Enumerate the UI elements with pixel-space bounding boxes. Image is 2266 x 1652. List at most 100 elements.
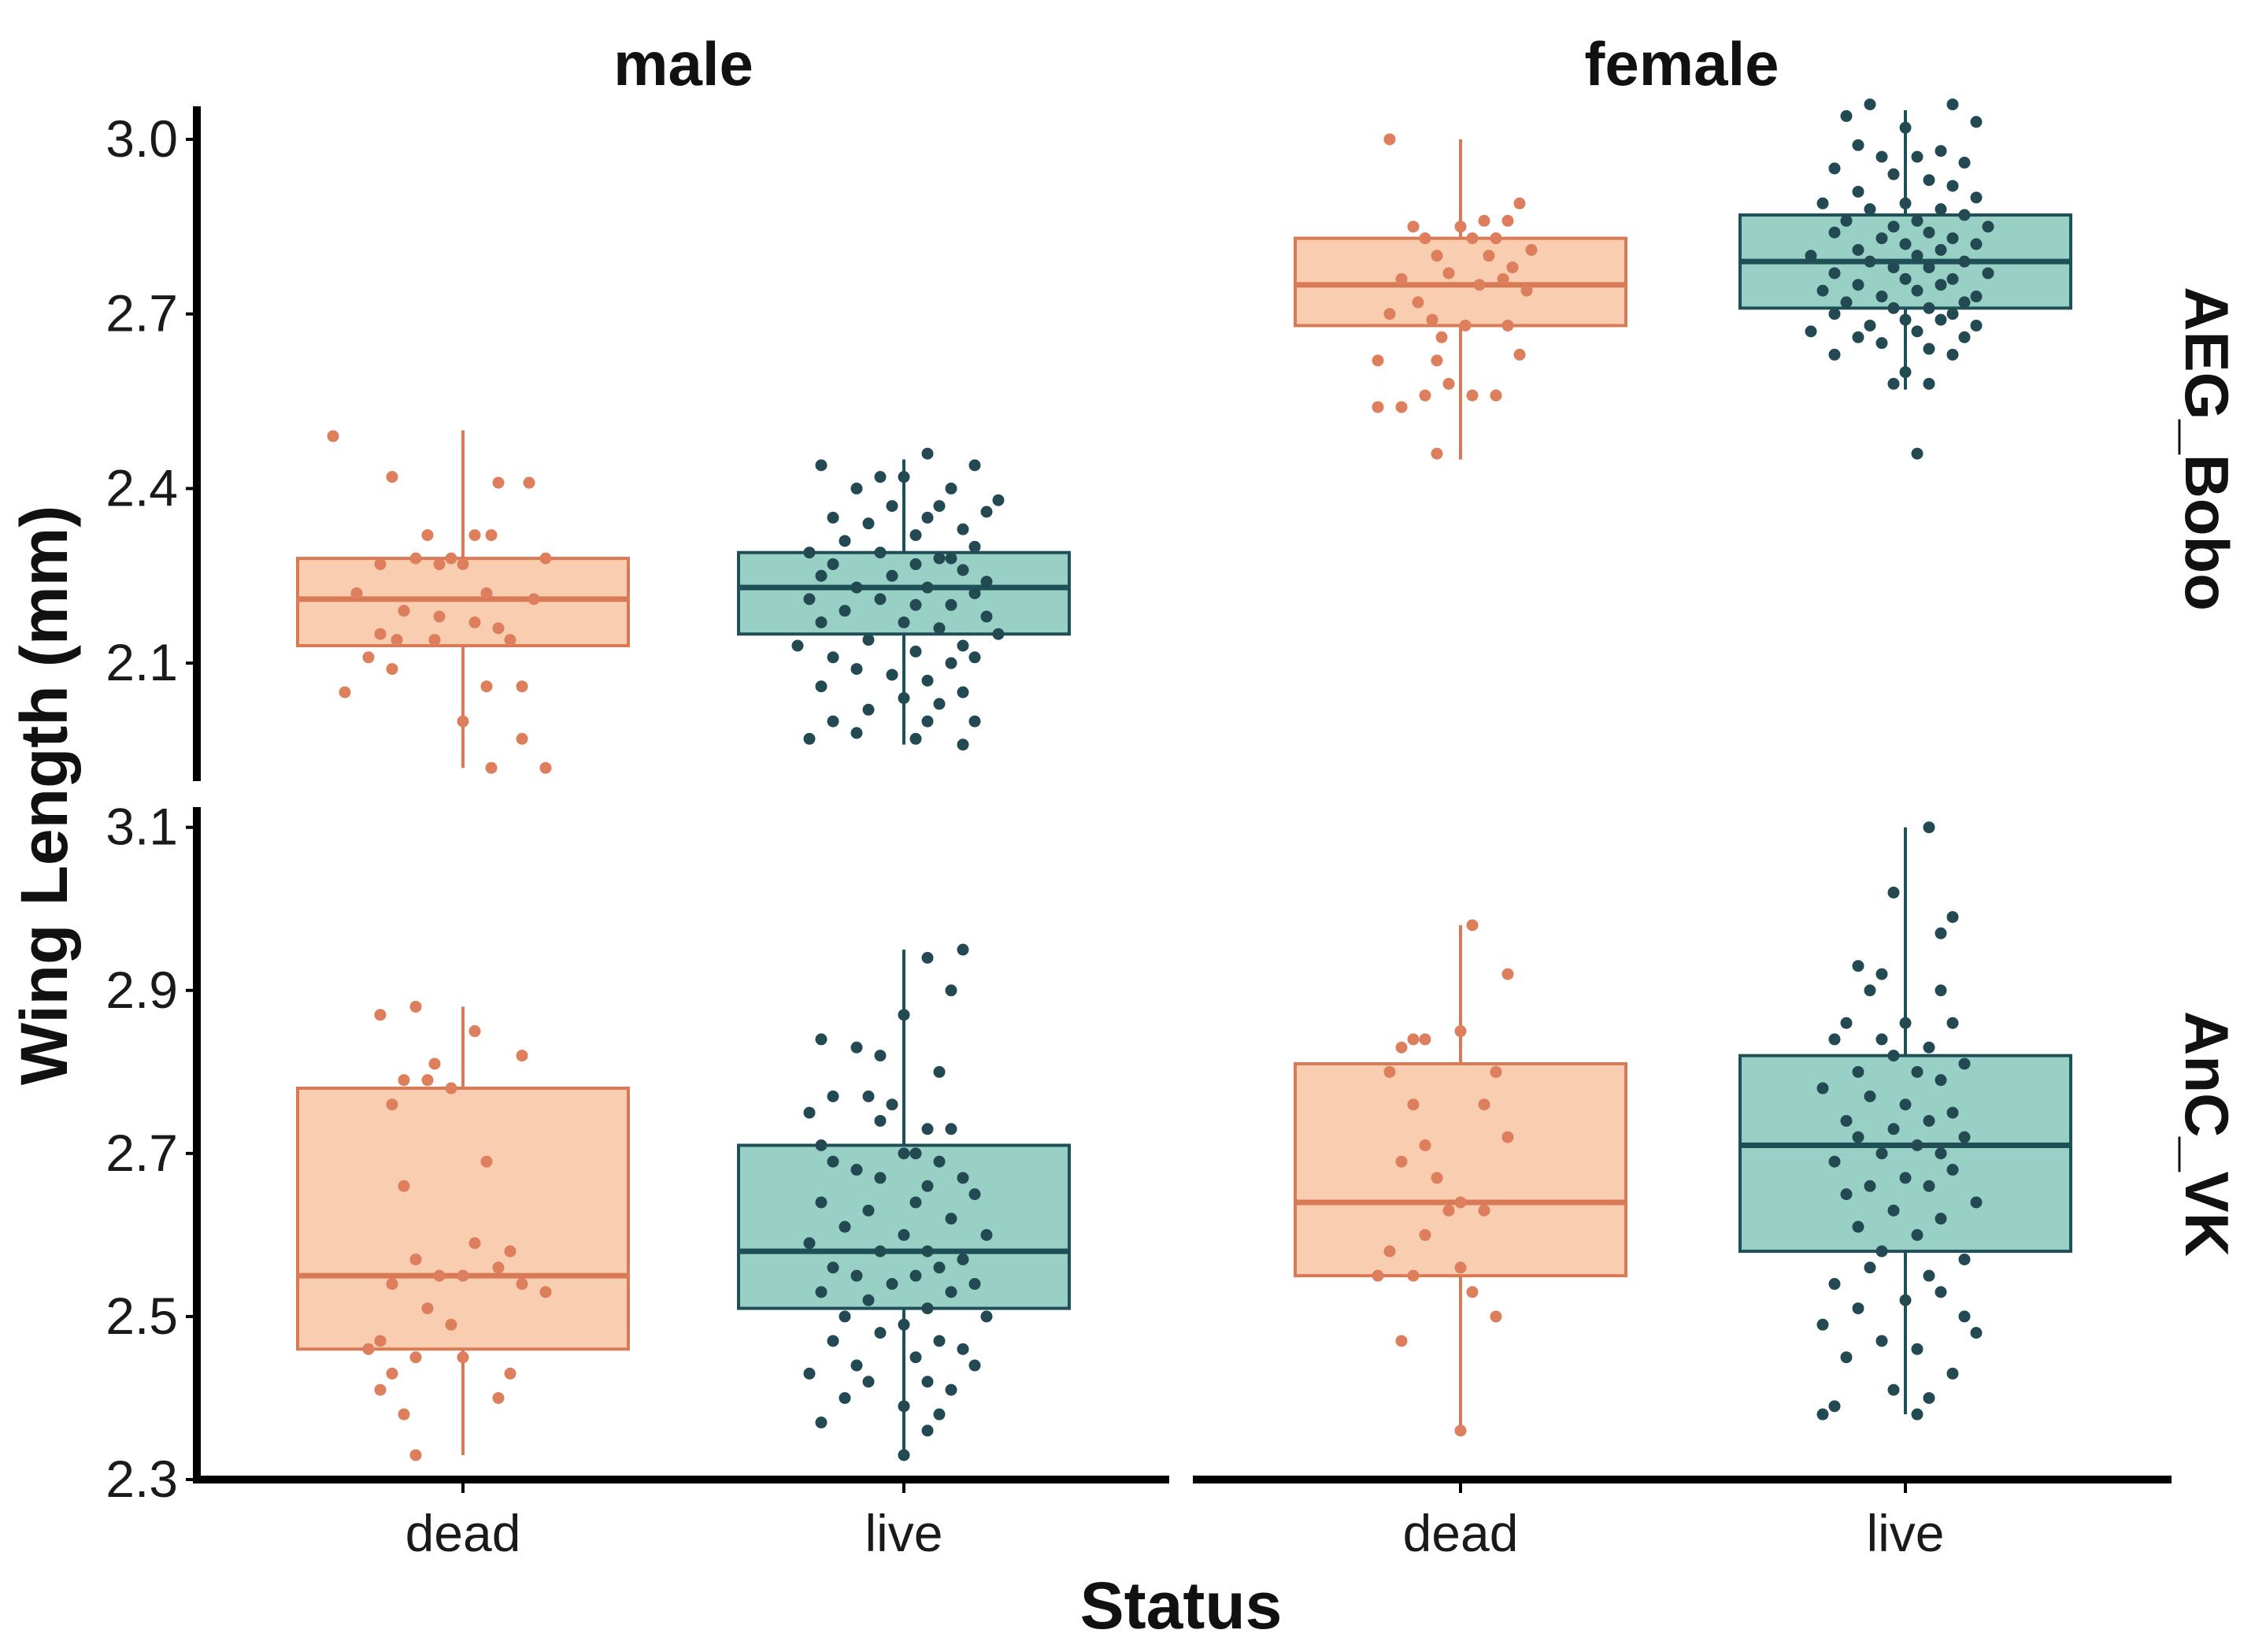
data-point <box>362 1343 375 1355</box>
data-point <box>1946 308 1959 320</box>
data-point <box>909 645 922 657</box>
data-point <box>1864 1090 1876 1102</box>
data-point <box>1501 319 1514 332</box>
data-point <box>327 430 339 443</box>
data-point <box>803 1106 816 1119</box>
data-point <box>933 622 946 635</box>
data-point <box>350 587 363 599</box>
data-point <box>1970 191 1983 204</box>
data-point <box>1419 1033 1431 1046</box>
data-point <box>374 1335 387 1347</box>
data-point <box>1875 1033 1888 1046</box>
y-axis-title: Wing Length (mm) <box>7 506 81 1085</box>
data-point <box>433 610 446 623</box>
box-group-AnC_VK-female-dead <box>1294 919 1627 1437</box>
data-point <box>1899 1098 1912 1111</box>
data-point <box>468 1025 481 1038</box>
data-point <box>1887 261 1900 274</box>
data-point <box>886 500 898 513</box>
data-point <box>827 1155 839 1168</box>
data-point <box>850 482 863 494</box>
data-point <box>445 552 457 565</box>
data-point <box>492 476 505 489</box>
data-point <box>850 1359 863 1372</box>
data-point <box>1383 1245 1396 1258</box>
data-point <box>480 587 493 599</box>
data-point <box>968 1359 981 1372</box>
data-point <box>1395 401 1408 413</box>
data-point <box>1935 1286 1947 1298</box>
data-point <box>1501 968 1514 980</box>
data-point <box>933 1408 946 1420</box>
data-point <box>1887 1383 1900 1396</box>
data-point <box>362 651 375 664</box>
data-point <box>957 1253 969 1265</box>
data-point <box>1923 1391 1935 1404</box>
data-point <box>1431 447 1443 460</box>
data-point <box>1958 296 1971 309</box>
data-point <box>898 1400 910 1413</box>
data-point <box>386 1278 398 1291</box>
data-point <box>839 1310 851 1323</box>
data-point <box>1970 116 1983 128</box>
data-point <box>1497 272 1509 285</box>
data-point <box>933 500 946 513</box>
data-point <box>1935 145 1947 157</box>
data-point <box>1852 139 1864 151</box>
data-point <box>1852 1131 1864 1143</box>
data-point <box>839 535 851 547</box>
x-tick-label-male-dead: dead <box>405 1504 521 1562</box>
data-point <box>1419 1139 1431 1151</box>
data-point <box>921 951 934 964</box>
data-point <box>803 593 816 606</box>
data-point <box>1946 272 1959 285</box>
data-point <box>921 715 934 728</box>
data-point <box>409 1253 422 1265</box>
data-point <box>1970 1196 1983 1209</box>
y-tick-label-AnC_VK-4: 3.1 <box>106 798 178 856</box>
data-point <box>1478 214 1490 227</box>
data-point <box>1840 109 1853 122</box>
data-point <box>886 1278 898 1291</box>
data-point <box>992 628 1005 640</box>
data-point <box>398 605 410 617</box>
x-tick-label-male-live: live <box>865 1504 942 1562</box>
data-point <box>1899 272 1912 285</box>
data-point <box>1899 1017 1912 1029</box>
data-point <box>862 634 875 646</box>
facet-label-male: male <box>613 29 753 98</box>
data-point <box>1911 1065 1924 1078</box>
data-point <box>862 517 875 530</box>
y-tick-label-AnC_VK-3: 2.9 <box>106 961 178 1019</box>
data-point <box>1407 1033 1420 1046</box>
data-point <box>1946 180 1959 192</box>
data-point <box>803 1367 816 1380</box>
data-point <box>1875 337 1888 350</box>
box-group-AEG_Bobo-male-live <box>737 447 1071 751</box>
data-point <box>1970 291 1983 303</box>
data-point <box>945 598 957 611</box>
y-tick-label-AnC_VK-0: 2.3 <box>106 1450 178 1508</box>
data-point <box>1887 1204 1900 1217</box>
data-point <box>1828 1033 1841 1046</box>
data-point <box>945 984 957 997</box>
data-point <box>909 1351 922 1364</box>
data-point <box>850 663 863 676</box>
data-point <box>898 471 910 483</box>
data-point <box>1982 220 1994 233</box>
data-point <box>523 476 535 489</box>
data-point <box>1864 98 1876 111</box>
data-point <box>921 511 934 524</box>
data-point <box>1840 1017 1853 1029</box>
data-point <box>862 1090 875 1102</box>
data-point <box>539 552 552 565</box>
data-point <box>1887 377 1900 390</box>
data-point <box>1828 267 1841 280</box>
data-point <box>386 663 398 676</box>
data-point <box>1852 1302 1864 1315</box>
data-point <box>921 581 934 594</box>
data-point <box>874 1245 887 1258</box>
data-point <box>409 1449 422 1461</box>
data-point <box>933 1065 946 1078</box>
